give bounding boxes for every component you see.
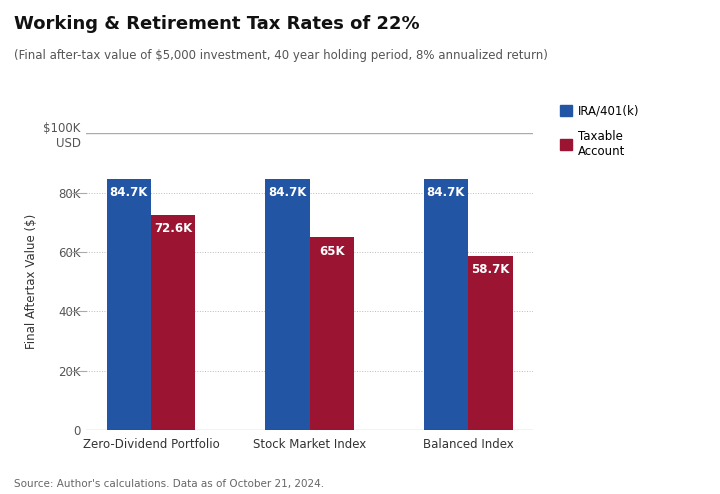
Text: Working & Retirement Tax Rates of 22%: Working & Retirement Tax Rates of 22% (14, 15, 420, 33)
Text: Source: Author's calculations. Data as of October 21, 2024.: Source: Author's calculations. Data as o… (14, 479, 325, 489)
Bar (310, 237, 354, 430)
Bar (424, 179, 468, 430)
Text: 84.7K: 84.7K (109, 186, 148, 199)
Bar (468, 256, 513, 430)
Text: 58.7K: 58.7K (471, 263, 510, 276)
Y-axis label: Final Aftertax Value ($): Final Aftertax Value ($) (25, 214, 38, 349)
Legend: IRA/401(k), Taxable
Account: IRA/401(k), Taxable Account (560, 105, 639, 158)
Bar (107, 179, 151, 430)
Text: (Final after-tax value of $5,000 investment, 40 year holding period, 8% annualiz: (Final after-tax value of $5,000 investm… (14, 49, 548, 62)
Text: 84.7K: 84.7K (269, 186, 307, 199)
Text: 65K: 65K (319, 245, 345, 257)
Bar (265, 179, 310, 430)
Bar (151, 214, 195, 430)
Text: 84.7K: 84.7K (427, 186, 465, 199)
Text: 72.6K: 72.6K (154, 222, 192, 235)
